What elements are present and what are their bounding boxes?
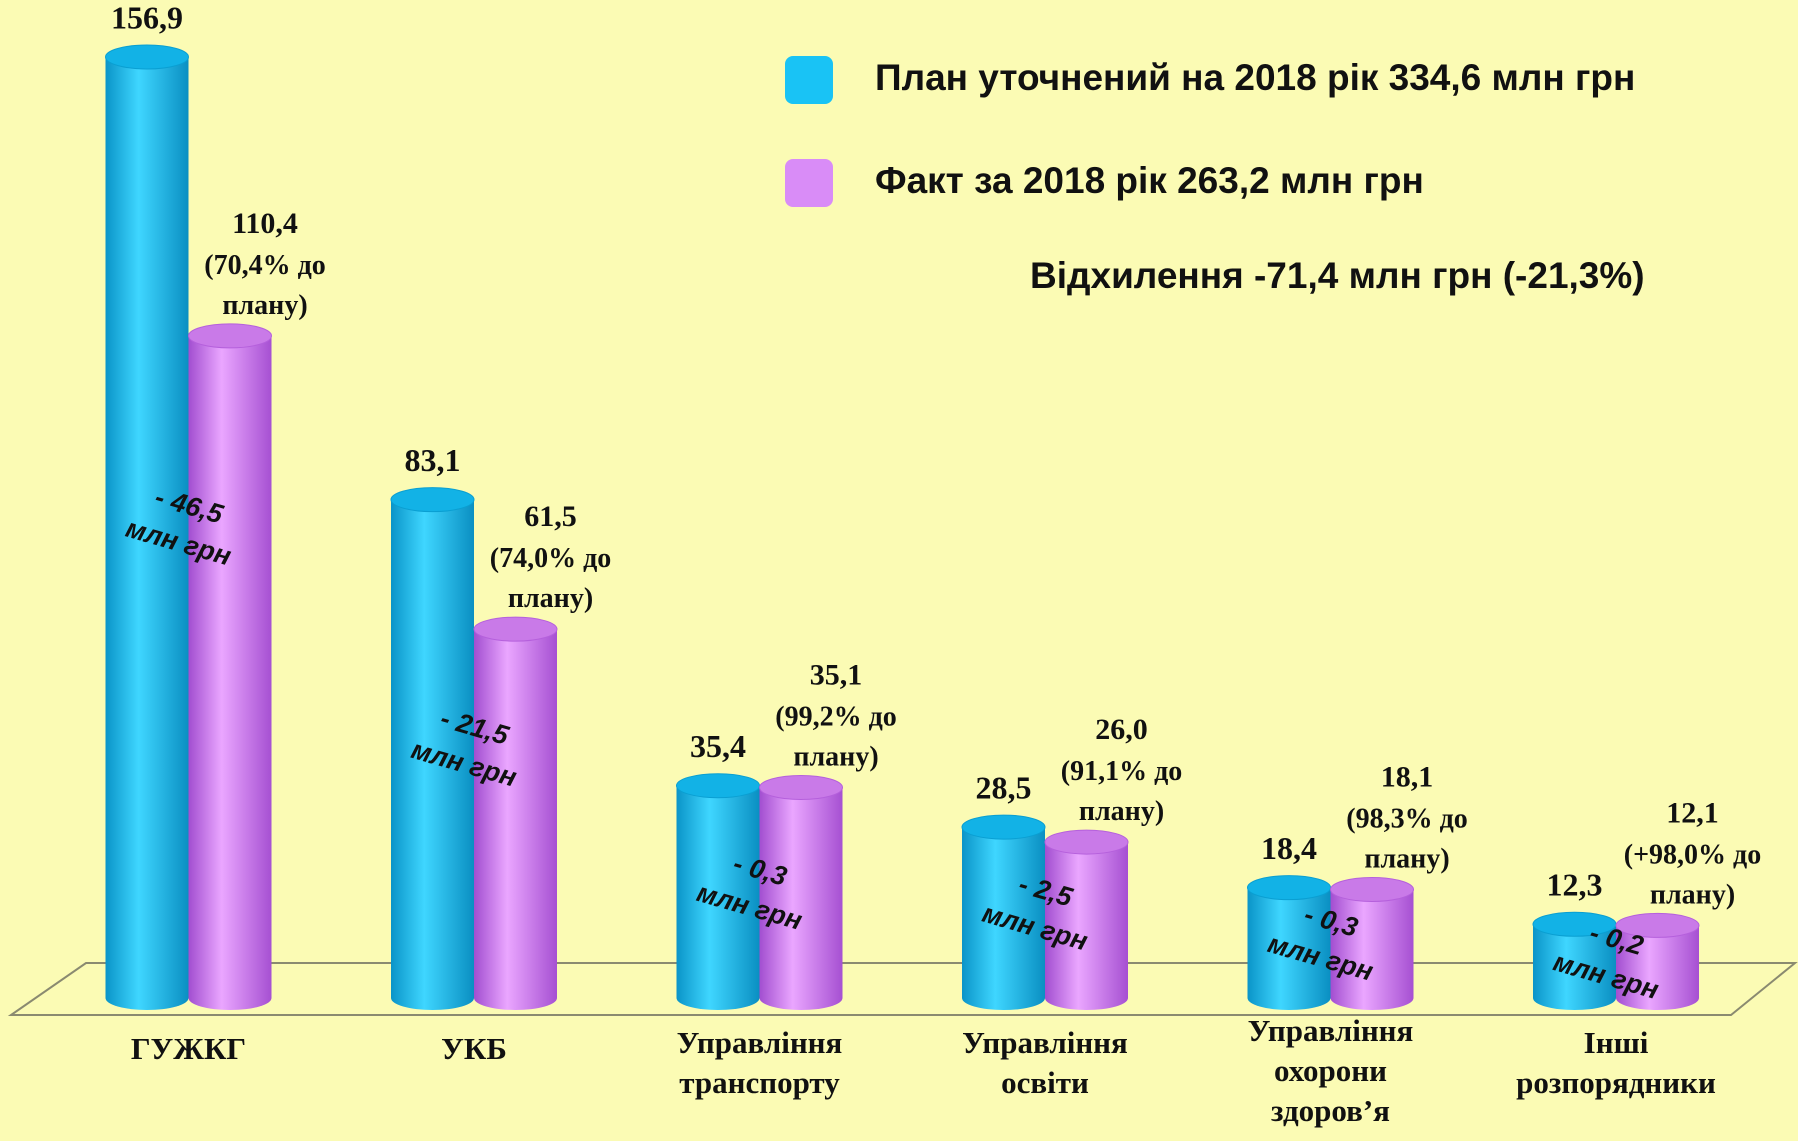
x-tick-label: Інші розпорядники <box>1516 1025 1716 1100</box>
bar-top <box>961 814 1046 840</box>
legend-label: Факт за 2018 рік 263,2 млн грн <box>875 160 1424 201</box>
value-label: 110,4 <box>232 207 298 240</box>
value-label: 18,1 <box>1381 760 1434 793</box>
percent-label: (70,4% до плану) <box>204 250 326 321</box>
x-tick-label: ГУЖКГ <box>131 1031 246 1066</box>
bar <box>1247 887 1331 1010</box>
x-tick-label: Управління транспорту <box>677 1025 843 1100</box>
floor <box>7 962 1798 1016</box>
value-label: 18,4 <box>1261 830 1317 866</box>
bar-top <box>1044 829 1129 855</box>
value-label: 156,9 <box>111 0 183 35</box>
legend-label: План уточнений на 2018 рік 334,6 млн грн <box>875 57 1635 98</box>
bar <box>1045 842 1128 1011</box>
value-label: 35,4 <box>690 728 746 764</box>
percent-label: (74,0% до плану) <box>490 544 612 615</box>
bar <box>1330 889 1414 1011</box>
percent-label: (98,3% до плану) <box>1346 804 1468 875</box>
bar <box>961 827 1045 1011</box>
bar-top <box>188 323 272 349</box>
percent-label: (91,1% до плану) <box>1061 756 1183 827</box>
bar-top <box>105 44 189 70</box>
x-tick-label: Управління охорони здоров’я <box>1248 1013 1414 1128</box>
legend-swatch <box>785 56 833 104</box>
bar-top <box>473 616 558 642</box>
x-tick-label: УКБ <box>441 1031 507 1066</box>
bar <box>391 499 474 1011</box>
bar <box>1533 924 1616 1011</box>
bar <box>474 629 557 1011</box>
value-label: 35,1 <box>810 658 863 691</box>
value-label: 83,1 <box>405 442 461 478</box>
x-tick-label: Управління освіти <box>962 1025 1128 1100</box>
bar-top <box>676 773 760 799</box>
summary: Відхилення -71,4 млн грн (-21,3%) <box>1030 255 1645 296</box>
bar-top <box>390 487 475 513</box>
bar-top <box>1247 875 1331 901</box>
bar <box>759 787 843 1011</box>
value-label: 12,3 <box>1547 867 1603 903</box>
bar-top <box>759 774 843 800</box>
bar-top <box>1330 876 1414 902</box>
value-label: 26,0 <box>1095 713 1148 746</box>
bar <box>1616 925 1699 1011</box>
percent-label: (99,2% до плану) <box>775 702 897 773</box>
bar <box>188 335 272 1011</box>
percent-label: (+98,0% до плану) <box>1624 840 1761 911</box>
legend-swatch <box>785 159 833 207</box>
bar <box>676 785 760 1011</box>
bar <box>105 57 189 1011</box>
value-label: 28,5 <box>976 769 1032 805</box>
value-label: 12,1 <box>1666 796 1719 829</box>
bar-top <box>1615 912 1700 938</box>
value-label: 61,5 <box>524 500 577 533</box>
